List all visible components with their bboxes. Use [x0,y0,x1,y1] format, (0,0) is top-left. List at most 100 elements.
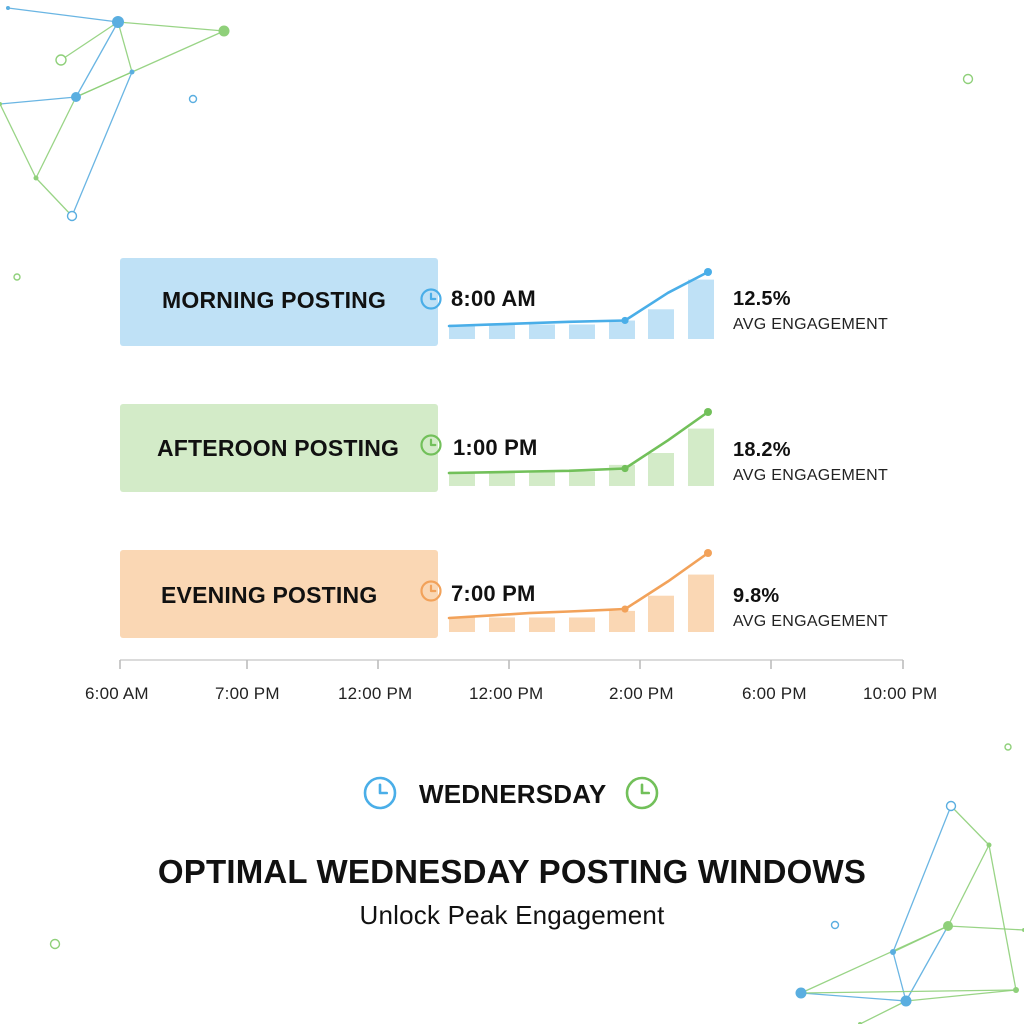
network-decoration-top-left [0,6,1012,950]
network-node [112,16,124,28]
chart-bar [648,595,674,632]
clock-icon [420,434,442,456]
network-edge [947,925,1024,931]
network-edge [905,989,1017,1002]
chart-title: OPTIMAL WEDNESDAY POSTING WINDOWS [157,853,867,890]
trend-line [447,551,710,620]
chart-bar [529,617,555,632]
posting-rows [120,258,714,638]
day-label: WEDNERSDAY [419,779,607,809]
row-time-afternoon: 1:00 PM [453,435,538,460]
network-node [945,800,957,812]
clock-icon [420,580,442,602]
day-icons [363,776,659,810]
network-edge [892,951,907,1002]
network-node [0,102,2,106]
network-edge [0,103,37,179]
row-value-afternoon: 18.2% [733,439,791,461]
chart-bar [489,617,515,632]
network-edge [35,96,77,179]
x-tick-label: 12:00 PM [338,684,413,703]
chart-bar [688,279,714,339]
decor-dot [962,73,974,85]
chart-bar [449,324,475,339]
decor-dot [49,938,61,950]
clock-icon [363,776,397,810]
network-edge [800,992,907,1002]
row-value-morning: 12.5% [733,288,791,310]
network-edge [0,96,77,105]
chart-bar [648,309,674,339]
chart-bar [489,471,515,486]
row-label-morning: MORNING POSTING [162,287,387,313]
network-node [943,921,953,931]
x-tick-label: 12:00 PM [469,684,544,703]
network-node [795,987,807,999]
row-metric-evening: AVG ENGAGEMENT [733,613,889,630]
network-edge [75,21,119,98]
network-decoration-bottom-right [795,800,1024,1024]
chart-bar [609,610,635,632]
posting-row [120,549,714,638]
chart-bar [569,471,595,486]
chart-bar [449,617,475,632]
trend-line [447,270,710,328]
network-edge [947,844,990,927]
row-label-evening: EVENING POSTING [161,582,378,608]
network-edge [892,805,952,953]
network-edge [800,925,949,994]
chart-bar [688,574,714,632]
x-tick-label: 6:00 PM [742,684,807,703]
trend-point [704,549,712,557]
x-tick-label: 2:00 PM [609,684,674,703]
chart-bar [529,471,555,486]
posting-row [120,404,714,492]
posting-row [120,258,714,346]
time-axis [119,659,904,669]
network-node [218,25,230,37]
x-tick-label: 10:00 PM [863,684,938,703]
network-node [188,94,198,104]
network-edge [75,30,225,98]
network-edge [71,71,133,217]
chart-bar [569,324,595,339]
x-tick-label: 6:00 AM [85,684,149,703]
row-band [120,258,438,346]
network-edge [988,844,1017,991]
network-node [6,6,10,10]
network-node [900,995,912,1007]
network-edge [35,177,73,217]
network-edge [800,989,1017,994]
row-band [120,404,438,492]
x-tick-label: 7:00 PM [215,684,280,703]
network-node [66,210,78,222]
trend-point [621,464,629,473]
row-metric-afternoon: AVG ENGAGEMENT [733,467,889,484]
row-label-afternoon: AFTEROON POSTING [157,435,400,461]
network-edge [950,805,990,846]
decor-dot [1004,743,1012,751]
row-metric-morning: AVG ENGAGEMENT [733,316,889,333]
clock-icon [625,776,659,810]
trend-point [704,268,712,276]
network-node [33,175,39,181]
network-node [986,842,992,848]
chart-bar [688,428,714,486]
trend-point [704,408,712,416]
network-node [1013,987,1019,993]
chart-bar [648,453,674,486]
row-value-evening: 9.8% [733,585,780,607]
network-node [830,920,840,930]
row-time-morning: 8:00 AM [451,286,536,311]
row-time-evening: 7:00 PM [451,581,536,606]
chart-bar [569,617,595,632]
network-node [71,92,81,102]
clock-icon [420,288,442,310]
trend-point [621,316,629,325]
decor-dot [13,273,21,281]
network-node [129,69,135,75]
network-edge [7,7,119,23]
row-band [120,550,438,638]
chart-bar [449,471,475,486]
